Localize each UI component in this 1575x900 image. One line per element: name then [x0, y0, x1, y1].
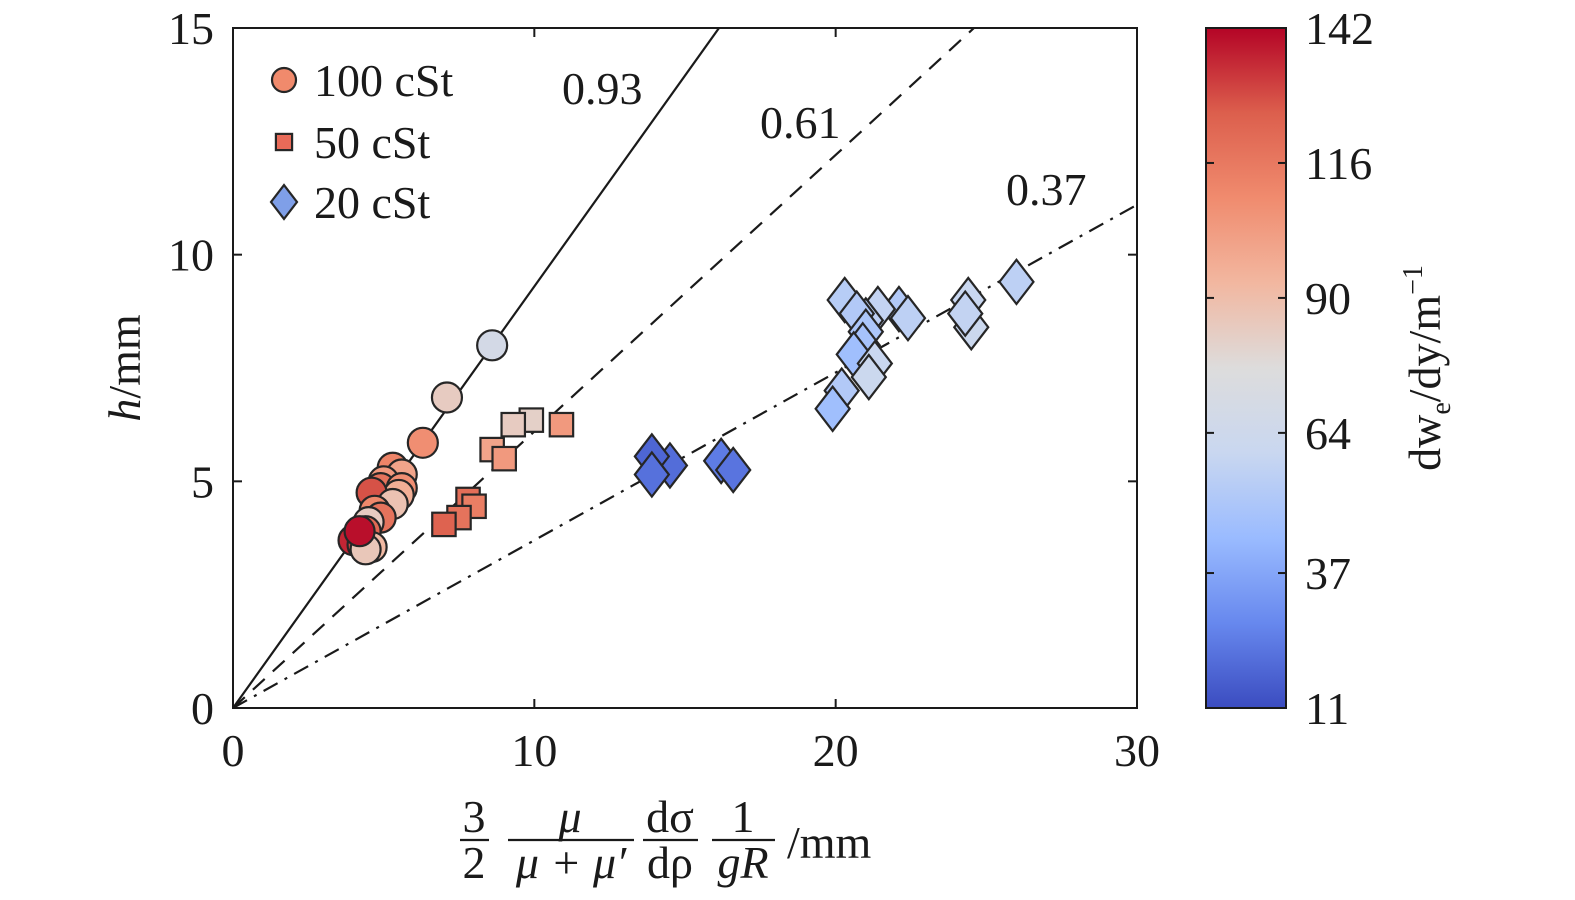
- fit-line-solid: [233, 28, 720, 708]
- x-tick-label: 20: [813, 725, 859, 776]
- colorbar-tick-label: 37: [1305, 548, 1351, 599]
- y-tick-label: 15: [168, 3, 214, 54]
- data-markers: [337, 257, 1035, 566]
- colorbar-tick-label: 116: [1305, 138, 1372, 189]
- y-tick-label: 0: [191, 683, 214, 734]
- y-axis-label-unit: /mm: [99, 314, 150, 399]
- x-label-frac1-num: 3: [463, 791, 486, 842]
- colorbar-tick-label: 142: [1305, 3, 1374, 54]
- y-tick-label: 5: [191, 456, 214, 507]
- colorbar-tick-label: 90: [1305, 273, 1351, 324]
- x-tick-label: 10: [511, 725, 557, 776]
- colorbar-label-sup: −1: [1398, 265, 1429, 295]
- x-label-frac2-den: μ + μ′: [515, 837, 627, 888]
- colorbar-tick-label: 64: [1305, 408, 1351, 459]
- colorbar-tick-label: 11: [1305, 683, 1349, 734]
- legend-label: 100 cSt: [314, 55, 454, 106]
- legend-marker-diamond: [269, 183, 299, 221]
- colorbar-ticks: 11 37 64 90 116 142: [1206, 3, 1374, 734]
- legend-label: 50 cSt: [314, 117, 431, 168]
- fit-line-label: 0.93: [562, 63, 643, 114]
- colorbar: 11 37 64 90 116 142 dwe/dy/m−1: [1205, 3, 1457, 734]
- square-data-point: [548, 411, 575, 438]
- circle-data-point: [343, 515, 376, 548]
- circle-data-point: [430, 381, 464, 414]
- legend-marker-circle: [270, 66, 298, 94]
- x-tick-label: 0: [222, 725, 245, 776]
- square-data-point: [491, 445, 517, 472]
- fit-labels: 0.93 0.61 0.37: [562, 63, 1087, 215]
- colorbar-gradient: [1205, 27, 1287, 709]
- diamond-data-point: [946, 289, 984, 338]
- x-ticks: 0 10 20 30: [222, 28, 1160, 776]
- square-data-point: [431, 511, 457, 538]
- colorbar-label-prefix: dw: [1399, 414, 1450, 471]
- x-label-frac3-den: dρ: [647, 837, 693, 888]
- circle-data-point: [476, 329, 509, 362]
- diamond-data-point: [633, 450, 671, 499]
- y-tick-label: 10: [168, 230, 214, 281]
- diamond-data-point: [814, 384, 852, 433]
- x-label-frac4-num: 1: [732, 791, 755, 842]
- legend: 100 cSt 50 cSt 20 cSt: [269, 55, 454, 228]
- x-label-unit: /mm: [787, 817, 872, 868]
- diamond-data-point: [850, 353, 888, 401]
- diamond-data-point: [998, 257, 1035, 306]
- x-tick-label: 30: [1114, 725, 1160, 776]
- x-label-frac2-num: μ: [557, 791, 581, 842]
- x-label-frac3-num: dσ: [646, 791, 694, 842]
- square-data-point: [500, 411, 527, 438]
- x-axis-label: 3 2 μ μ + μ′ dσ dρ 1 gR /mm: [460, 791, 872, 888]
- y-ticks: 0 5 10 15: [168, 3, 1137, 734]
- y-axis-label: h/mm: [99, 314, 150, 422]
- diamond-data-point: [889, 294, 927, 343]
- colorbar-label-mid: /dy/m: [1399, 295, 1450, 403]
- y-axis-label-var: h: [99, 399, 150, 422]
- plot-frame: [232, 27, 1138, 709]
- x-label-frac1-den: 2: [463, 837, 486, 888]
- colorbar-label-sub: e: [1426, 402, 1457, 414]
- fit-lines: [233, 28, 1137, 708]
- legend-marker-square: [274, 132, 294, 152]
- fit-line-dashed: [233, 28, 975, 708]
- fit-line-label: 0.37: [1006, 164, 1087, 215]
- x-label-frac4-den: gR: [717, 837, 768, 888]
- colorbar-label: dwe/dy/m−1: [1398, 265, 1457, 471]
- legend-label: 20 cSt: [314, 177, 431, 228]
- diamond-data-point: [714, 446, 752, 494]
- circle-data-point: [406, 426, 439, 459]
- fit-line-label: 0.61: [760, 97, 841, 148]
